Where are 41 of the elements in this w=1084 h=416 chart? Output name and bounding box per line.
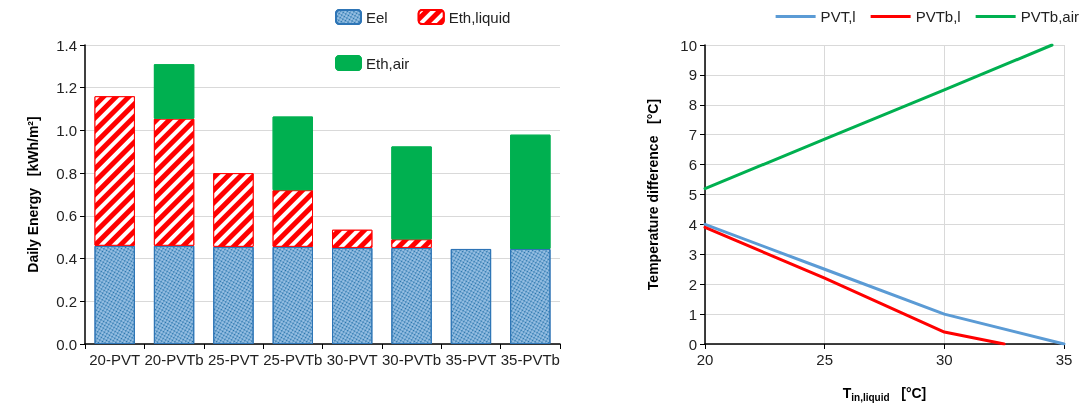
x-tick-label: 25-PVTb	[263, 351, 323, 368]
x-tick-label: 25	[816, 351, 834, 368]
x-tick-label: 30-PVT	[326, 351, 378, 368]
legend-label: Eel	[366, 8, 388, 26]
x-tick-label: 30-PVTb	[381, 351, 442, 368]
legend-label: PVTb,l	[915, 8, 961, 25]
y-tick-label: 0.6	[56, 207, 77, 225]
x-tick-label: 20-PVT	[89, 351, 141, 368]
x-tick-label: 25-PVT	[208, 351, 259, 368]
y-tick-label: 0.0	[56, 335, 77, 353]
y-axis-title: Temperature difference [°C]	[645, 98, 661, 291]
y-tick-label: 0.4	[56, 250, 77, 268]
y-tick-label: 9	[688, 66, 697, 84]
y-tick-label: 8	[688, 96, 697, 114]
y-tick-label: 1.4	[56, 36, 77, 54]
y-tick-label: 1.0	[56, 121, 77, 139]
x-tick-label: 35	[1055, 351, 1073, 368]
y-tick-label: 0.8	[56, 164, 77, 182]
line-series	[703, 43, 1054, 191]
y-tick-label: 7	[688, 126, 697, 144]
legend-label: PVTb,air	[1020, 8, 1080, 25]
y-tick-label: 4	[688, 215, 697, 233]
y-axis-title: Daily Energy [kWh/m²]	[25, 116, 41, 273]
y-tick-label: 0.2	[56, 292, 77, 310]
x-tick-label: 30	[935, 351, 953, 368]
legend-label: Eth,air	[366, 54, 410, 72]
y-tick-label: 5	[688, 186, 697, 203]
y-tick-label: 0	[688, 335, 697, 353]
x-tick-label: 20	[696, 351, 714, 368]
x-tick-label: 35-PVT	[445, 351, 497, 368]
y-tick-label: 2	[688, 275, 697, 293]
line-series	[703, 225, 1006, 346]
y-tick-label: 1	[688, 305, 697, 323]
y-tick-label: 1.2	[56, 79, 77, 97]
y-tick-label: 6	[688, 156, 697, 174]
x-tick-label: 20-PVTb	[144, 351, 204, 368]
legend-label: PVT,l	[820, 8, 856, 25]
legend-label: Eth,liquid	[448, 8, 511, 26]
y-tick-label: 3	[688, 245, 697, 263]
y-tick-label: 10	[680, 36, 697, 54]
x-tick-label: 35-PVTb	[500, 351, 560, 368]
